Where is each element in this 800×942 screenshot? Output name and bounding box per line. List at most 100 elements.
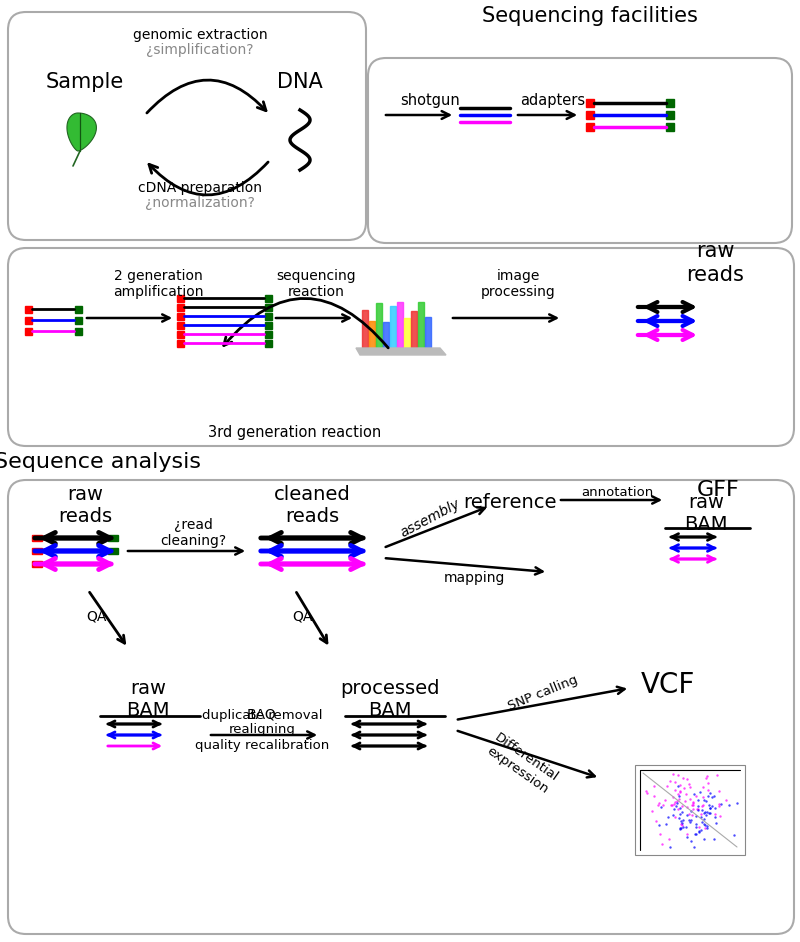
Point (700, 771, 713, 786)
Bar (265, 321, 271, 329)
Point (680, 820, 693, 835)
Point (652, 798, 665, 813)
Point (708, 809, 721, 824)
Point (702, 797, 715, 812)
Bar (108, 548, 118, 554)
Point (681, 829, 694, 844)
Bar (32, 548, 42, 554)
Point (700, 793, 713, 808)
Point (668, 783, 681, 798)
Point (665, 798, 678, 813)
Text: QA: QA (292, 610, 312, 624)
Point (706, 799, 718, 814)
Text: cDNA preparation: cDNA preparation (138, 181, 262, 195)
Point (684, 834, 697, 849)
Point (702, 788, 714, 804)
Point (708, 831, 721, 846)
Bar (586, 99, 594, 107)
Point (673, 806, 686, 821)
Point (652, 796, 665, 811)
Point (672, 791, 685, 806)
Text: 3rd generation reaction: 3rd generation reaction (208, 425, 382, 440)
Point (677, 820, 690, 835)
Point (668, 802, 681, 817)
Point (646, 803, 659, 818)
Point (686, 797, 699, 812)
Point (680, 807, 693, 822)
Point (694, 785, 706, 800)
Point (666, 789, 679, 804)
Text: raw
reads: raw reads (686, 241, 744, 284)
Text: Sequencing facilities: Sequencing facilities (482, 6, 698, 26)
Bar (390, 306, 395, 348)
Point (703, 800, 716, 815)
Point (695, 799, 708, 814)
Point (681, 800, 694, 815)
Point (719, 792, 732, 807)
Point (684, 814, 697, 829)
Text: cleaned
reads: cleaned reads (274, 484, 350, 526)
Point (647, 778, 660, 793)
Point (677, 812, 690, 827)
Point (698, 817, 710, 832)
Bar (586, 111, 594, 119)
Text: Sample: Sample (46, 72, 124, 92)
Point (686, 807, 698, 822)
Bar (404, 318, 410, 348)
Point (666, 766, 679, 781)
Point (701, 769, 714, 784)
Point (672, 801, 685, 816)
Point (691, 799, 704, 814)
Text: ¿read
cleaning?: ¿read cleaning? (160, 518, 226, 548)
Point (666, 797, 678, 812)
Point (686, 794, 699, 809)
Point (674, 821, 686, 836)
Point (652, 818, 665, 833)
Point (693, 824, 706, 839)
Point (701, 819, 714, 834)
Text: raw
reads: raw reads (58, 484, 112, 526)
Bar (418, 302, 423, 348)
Point (655, 836, 668, 852)
Point (672, 778, 685, 793)
Point (682, 776, 695, 791)
Point (710, 815, 722, 830)
Bar (586, 123, 594, 131)
Text: GFF: GFF (697, 480, 739, 500)
Bar (666, 111, 674, 119)
Point (692, 803, 705, 818)
Point (699, 820, 712, 836)
Point (704, 786, 717, 801)
Point (678, 780, 690, 795)
Bar (177, 295, 183, 301)
Bar (32, 561, 42, 567)
Text: genomic extraction: genomic extraction (133, 28, 267, 42)
Point (700, 808, 713, 823)
Point (711, 767, 724, 782)
Point (674, 778, 686, 793)
Text: ¿normalization?: ¿normalization? (145, 196, 255, 210)
Point (670, 799, 682, 814)
FancyArrowPatch shape (147, 80, 266, 113)
Point (683, 792, 696, 807)
Point (674, 784, 686, 799)
Point (650, 813, 662, 828)
Point (697, 789, 710, 804)
Point (670, 794, 683, 809)
Bar (397, 302, 402, 348)
Text: annotation: annotation (581, 486, 653, 499)
Point (702, 805, 715, 820)
Point (647, 788, 660, 804)
Text: shotgun: shotgun (400, 92, 460, 107)
Point (701, 804, 714, 820)
Bar (265, 339, 271, 347)
Point (662, 832, 675, 847)
Bar (32, 535, 42, 541)
Point (681, 771, 694, 786)
Point (690, 817, 703, 832)
Bar (25, 317, 31, 323)
Point (659, 817, 672, 832)
Point (660, 778, 673, 793)
Bar (635, 765, 745, 855)
Point (699, 804, 712, 820)
